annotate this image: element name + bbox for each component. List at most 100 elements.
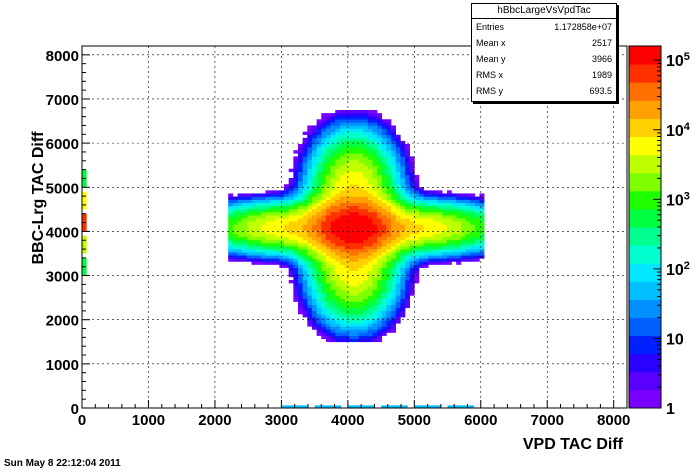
heatmap-cell (311, 144, 317, 148)
heatmap-cell (256, 227, 262, 231)
heatmap-cell (288, 177, 294, 182)
heatmap-cell (242, 255, 248, 259)
heatmap-cell (432, 258, 438, 262)
heatmap-cell (367, 184, 373, 188)
heatmap-cell (367, 283, 373, 287)
heatmap-cell (279, 227, 285, 231)
heatmap-cell (344, 298, 350, 302)
heatmap-cell (298, 215, 303, 219)
heatmap-cell (237, 258, 243, 262)
heatmap-cell (325, 286, 331, 290)
heatmap-cell (386, 125, 392, 129)
heatmap-cell (405, 215, 410, 219)
heatmap-cell (246, 239, 252, 244)
heatmap-cell (232, 202, 238, 207)
heatmap-cell (228, 221, 234, 225)
heatmap-cell (451, 221, 457, 225)
heatmap-cell (353, 273, 359, 278)
heatmap-cell (232, 242, 238, 247)
heatmap-cell (367, 323, 373, 327)
heatmap-cell (405, 279, 410, 284)
heatmap-cell (377, 273, 383, 278)
heatmap-cell (344, 110, 350, 114)
heatmap-cell (395, 283, 401, 287)
heatmap-cell (349, 131, 355, 136)
heatmap-cell (316, 202, 322, 207)
heatmap-cell (428, 233, 434, 238)
heatmap-cell (386, 242, 392, 247)
heatmap-cell (232, 245, 238, 250)
heatmap-cell (395, 258, 401, 262)
heatmap-cell (405, 295, 410, 299)
heatmap-cell (446, 202, 452, 207)
heatmap-cell (428, 224, 434, 228)
heatmap-cell (465, 255, 471, 259)
heatmap-cell (377, 140, 383, 145)
heatmap-cell (307, 279, 313, 284)
heatmap-cell (358, 298, 364, 302)
heatmap-cell (330, 323, 336, 327)
heatmap-cell (363, 202, 369, 207)
heatmap-cell (474, 249, 480, 253)
heatmap-cell (446, 242, 452, 247)
heatmap-cell (316, 276, 322, 281)
heatmap-cell (302, 162, 308, 166)
heatmap-cell (330, 177, 336, 182)
heatmap-cell (293, 187, 299, 191)
heatmap-cell (330, 301, 336, 305)
heatmap-cell (386, 122, 392, 126)
heatmap-cell (395, 245, 401, 250)
heatmap-cell (298, 264, 303, 268)
heatmap-cell (284, 242, 290, 247)
heatmap-cell (353, 239, 359, 244)
heatmap-cell (400, 171, 406, 176)
heatmap-cell (251, 193, 257, 197)
heatmap-cell (274, 211, 280, 216)
heatmap-cell (321, 122, 327, 126)
heatmap-cell (288, 236, 294, 241)
heatmap-cell (311, 187, 317, 191)
heatmap-cell (307, 125, 313, 129)
heatmap-cell (465, 211, 471, 216)
heatmap-cell (330, 159, 336, 163)
heatmap-cell (432, 249, 438, 253)
heatmap-cell (316, 125, 322, 129)
heatmap-cell (367, 258, 373, 262)
heatmap-cell (237, 239, 243, 244)
heatmap-cell (363, 273, 369, 278)
heatmap-cell (479, 249, 485, 253)
heatmap-cell (311, 295, 317, 299)
heatmap-cell (302, 181, 308, 185)
heatmap-cell (274, 215, 280, 219)
heatmap-cell (316, 323, 322, 327)
heatmap-cell (344, 276, 350, 281)
heatmap-cell (344, 202, 350, 207)
heatmap-cell (298, 242, 303, 247)
heatmap-cell (470, 227, 476, 231)
heatmap-cell (395, 137, 401, 142)
heatmap-cell (237, 233, 243, 238)
heatmap-cell (311, 177, 317, 182)
heatmap-cell (246, 205, 252, 210)
heatmap-cell (377, 144, 383, 148)
heatmap-cell (344, 338, 350, 343)
heatmap-cell (293, 184, 299, 188)
heatmap-cell (386, 310, 392, 315)
heatmap-cell (372, 307, 378, 312)
heatmap-cell (409, 174, 415, 179)
heatmap-cell (260, 245, 266, 250)
heatmap-cell (400, 283, 406, 287)
heatmap-cell (316, 193, 322, 197)
heatmap-cell (335, 218, 341, 222)
heatmap-cell (470, 233, 476, 238)
heatmap-cell (335, 258, 341, 262)
heatmap-cell (409, 239, 415, 244)
heatmap-cell (293, 202, 299, 207)
heatmap-cell (237, 208, 243, 213)
heatmap-cell (349, 307, 355, 312)
heatmap-cell (381, 119, 387, 123)
heatmap-cell (358, 313, 364, 318)
heatmap-cell (465, 249, 471, 253)
heatmap-cell (363, 326, 369, 330)
heatmap-cell (386, 184, 392, 188)
